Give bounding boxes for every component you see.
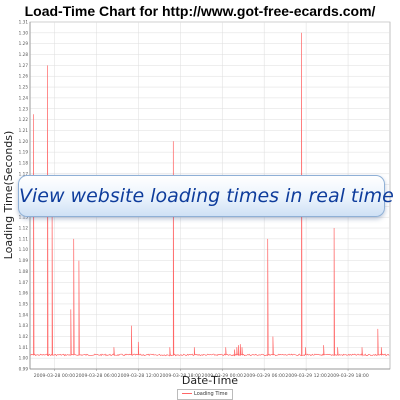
y-tick-label: 1.27 bbox=[19, 63, 29, 68]
y-tick-label: 1.31 bbox=[19, 20, 29, 25]
y-tick-label: 1.03 bbox=[19, 323, 29, 328]
chart-title: Load-Time Chart for http://www.got-free-… bbox=[24, 3, 376, 19]
y-tick-label: 1.20 bbox=[19, 139, 29, 144]
x-tick-label: 2009-03-28 06:00 bbox=[76, 373, 117, 379]
y-tick-label: 1.12 bbox=[19, 226, 29, 231]
y-tick-label: 1.28 bbox=[19, 52, 29, 57]
y-tick-label: 1.24 bbox=[19, 95, 29, 100]
y-tick-label: 1.05 bbox=[19, 301, 29, 306]
y-tick-label: 0.99 bbox=[19, 367, 29, 372]
y-tick-label: 1.04 bbox=[19, 312, 29, 317]
y-axis-label: Loading Time(Seconds) bbox=[2, 130, 15, 260]
x-tick-labels: 2009-03-28 00:00 2009-03-28 06:00 2009-03-… bbox=[34, 373, 369, 379]
legend: Loading Time bbox=[177, 389, 233, 400]
series-loading-time bbox=[29, 32, 390, 357]
y-tick-label: 1.06 bbox=[19, 291, 29, 296]
legend-swatch bbox=[182, 393, 192, 394]
y-tick-label: 1.17 bbox=[19, 171, 29, 176]
y-tick-label: 1.08 bbox=[19, 269, 29, 274]
y-tick-label: 1.29 bbox=[19, 41, 29, 46]
legend-entry: Loading Time bbox=[194, 391, 228, 397]
y-tick-label: 1.10 bbox=[19, 247, 29, 252]
banner-text: View website loading times in real time bbox=[19, 185, 394, 207]
y-tick-label: 1.30 bbox=[19, 30, 29, 35]
y-tick-label: 1.09 bbox=[19, 258, 29, 263]
y-tick-label: 1.19 bbox=[19, 150, 29, 155]
x-tick-label: 2009-03-28 12:00 bbox=[118, 373, 159, 379]
promo-banner: View website loading times in real time bbox=[18, 175, 394, 217]
y-tick-label: 1.13 bbox=[19, 215, 29, 220]
x-tick-label: 2009-03-29 12:00 bbox=[285, 373, 326, 379]
y-tick-label: 1.00 bbox=[19, 356, 29, 361]
y-tick-label: 1.26 bbox=[19, 74, 29, 79]
y-tick-label: 1.23 bbox=[19, 106, 29, 111]
x-tick-label: 2009-03-28 18:00 bbox=[160, 373, 201, 379]
x-tick-label: 2009-03-28 00:00 bbox=[34, 373, 75, 379]
y-tick-label: 1.25 bbox=[19, 85, 29, 90]
x-tick-label: 2009-03-29 00:00 bbox=[202, 373, 243, 379]
x-tick-label: 2009-03-29 18:00 bbox=[327, 373, 368, 379]
y-tick-labels: 0.99 1.00 1.01 1.02 1.03 1.04 1.05 1.06 1.07 1.08… bbox=[19, 20, 29, 372]
series-line bbox=[29, 32, 390, 357]
y-tick-label: 1.02 bbox=[19, 334, 29, 339]
y-tick-label: 1.07 bbox=[19, 280, 29, 285]
y-tick-label: 1.21 bbox=[19, 128, 29, 133]
y-tick-label: 1.11 bbox=[19, 236, 29, 241]
x-tick-label: 2009-03-29 06:00 bbox=[243, 373, 284, 379]
y-tick-label: 1.18 bbox=[19, 160, 29, 165]
x-axis-label: Date-Time bbox=[181, 374, 239, 387]
y-tick-label: 1.01 bbox=[19, 345, 29, 350]
y-tick-label: 1.22 bbox=[19, 117, 29, 122]
